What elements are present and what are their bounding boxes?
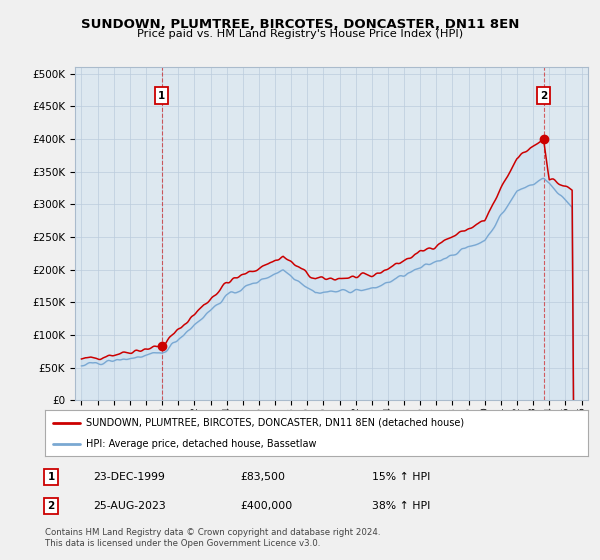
Text: Price paid vs. HM Land Registry's House Price Index (HPI): Price paid vs. HM Land Registry's House … [137,29,463,39]
Text: 25-AUG-2023: 25-AUG-2023 [93,501,166,511]
Text: £400,000: £400,000 [240,501,292,511]
Text: 23-DEC-1999: 23-DEC-1999 [93,472,165,482]
Text: £83,500: £83,500 [240,472,285,482]
Text: Contains HM Land Registry data © Crown copyright and database right 2024.
This d: Contains HM Land Registry data © Crown c… [45,528,380,548]
Text: 1: 1 [47,472,55,482]
Text: SUNDOWN, PLUMTREE, BIRCOTES, DONCASTER, DN11 8EN: SUNDOWN, PLUMTREE, BIRCOTES, DONCASTER, … [81,18,519,31]
Text: 2: 2 [540,91,547,101]
Text: 38% ↑ HPI: 38% ↑ HPI [372,501,430,511]
Text: HPI: Average price, detached house, Bassetlaw: HPI: Average price, detached house, Bass… [86,439,316,449]
Text: 2: 2 [47,501,55,511]
Text: SUNDOWN, PLUMTREE, BIRCOTES, DONCASTER, DN11 8EN (detached house): SUNDOWN, PLUMTREE, BIRCOTES, DONCASTER, … [86,418,464,428]
Text: 1: 1 [158,91,165,101]
Text: 15% ↑ HPI: 15% ↑ HPI [372,472,430,482]
